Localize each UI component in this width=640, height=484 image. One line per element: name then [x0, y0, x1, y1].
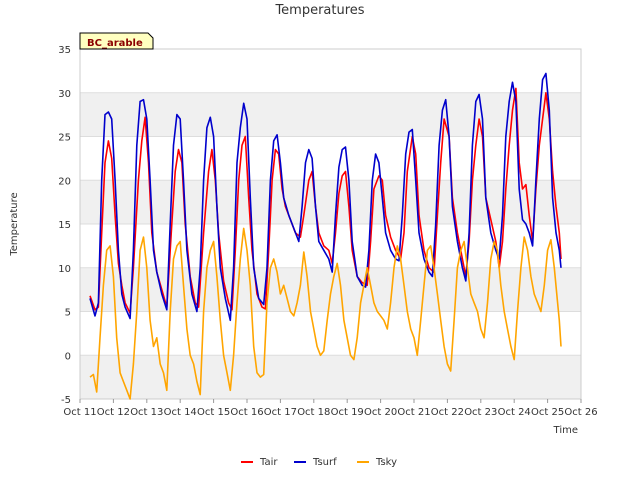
y-tick-label: 30 — [58, 89, 71, 100]
plot-frame — [79, 48, 582, 400]
y-axis-label: Temperature — [9, 192, 20, 256]
y-tick-label: 25 — [58, 133, 71, 144]
y-tick-label: -5 — [61, 395, 71, 406]
x-tick-label: Oct 14 — [164, 407, 197, 418]
site-label-box-shape — [79, 32, 154, 50]
site-label: BC_arable — [87, 38, 143, 49]
x-tick-label: Oct 22 — [431, 407, 464, 418]
x-tick-label: Oct 21 — [397, 407, 430, 418]
legend: Tair Tsurf Tsky — [241, 457, 397, 468]
x-tick-label: Oct 23 — [464, 407, 497, 418]
y-tick-label: 15 — [58, 220, 71, 231]
grid-band — [80, 267, 581, 312]
grid-band — [80, 136, 581, 181]
x-tick-label: Oct 17 — [264, 407, 297, 418]
x-tick-label: Oct 15 — [197, 407, 230, 418]
x-tick-label: Oct 18 — [297, 407, 330, 418]
x-tick-label: Oct 11 — [63, 407, 96, 418]
x-axis-label: Time — [553, 425, 578, 436]
y-tick-label: 0 — [65, 351, 71, 362]
site-label-box: BC_arable — [79, 32, 154, 50]
x-tick-label: Oct 19 — [331, 407, 364, 418]
y-tick-label: 10 — [58, 264, 71, 275]
x-tick-label: Oct 26 — [564, 407, 597, 418]
x-tick-label: Oct 25 — [531, 407, 564, 418]
y-tick-label: 35 — [58, 45, 71, 56]
x-tick-label: Oct 16 — [230, 407, 263, 418]
grid-band — [80, 180, 581, 224]
grid-band — [80, 311, 581, 356]
x-axis-ticks: Oct 11 Oct 12 Oct 13 Oct 14 Oct 15 Oct 16 Oct … — [63, 399, 598, 418]
y-tick-label: 20 — [58, 176, 71, 187]
series-layer — [89, 72, 562, 400]
legend-label-tsurf: Tsurf — [312, 457, 337, 468]
legend-label-tsky: Tsky — [375, 457, 397, 468]
legend-label-tair: Tair — [259, 457, 278, 468]
grid-band — [80, 92, 581, 137]
grid-band — [80, 49, 581, 93]
grid-band — [80, 355, 581, 399]
chart-title: Temperatures — [274, 3, 364, 18]
x-tick-label: Oct 13 — [130, 407, 163, 418]
plot-background — [80, 49, 581, 399]
x-tick-label: Oct 20 — [364, 407, 397, 418]
x-tick-label: Oct 12 — [97, 407, 130, 418]
y-tick-label: 5 — [65, 308, 71, 319]
series-line-tsurf — [89, 72, 562, 322]
y-axis-ticks: -5 0 5 10 15 20 25 30 35 — [58, 45, 71, 406]
x-tick-label: Oct 24 — [498, 407, 531, 418]
series-line-tsky — [89, 227, 562, 400]
